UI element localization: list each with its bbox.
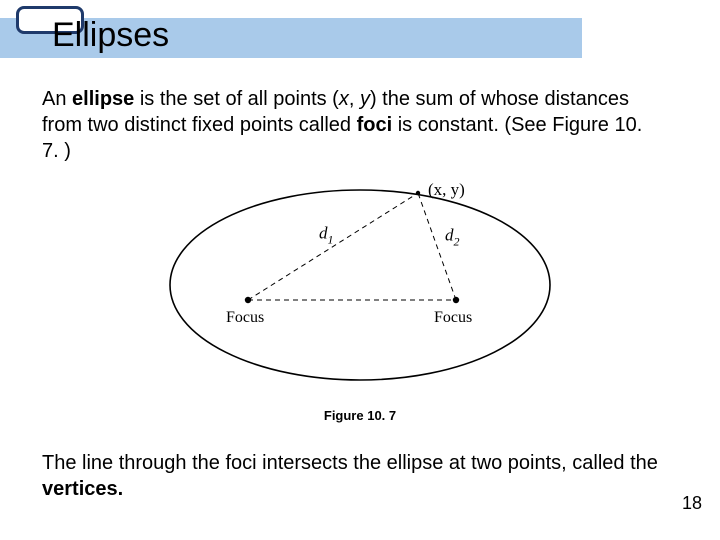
text-run: An	[42, 88, 72, 110]
text-run: is the set of all points (	[134, 88, 339, 110]
focus-right-label: Focus	[434, 309, 472, 326]
d1-line	[248, 193, 418, 300]
ellipse-outline	[170, 190, 550, 380]
text-run: The line through the foci intersects the…	[42, 452, 658, 474]
term-ellipse: ellipse	[72, 88, 134, 110]
focus-right-dot	[453, 297, 459, 303]
focus-left-dot	[245, 297, 251, 303]
d2-line	[418, 193, 456, 300]
var-x: x	[339, 88, 349, 110]
d2-label: d2	[445, 226, 460, 249]
page-number: 18	[682, 493, 702, 514]
ellipse-figure: (x, y) d1 d2 Focus Focus	[160, 180, 560, 395]
term-foci: foci	[357, 114, 393, 136]
text-run: ,	[349, 88, 360, 110]
point-xy-label: (x, y)	[428, 180, 465, 199]
d1-label: d1	[319, 224, 334, 247]
page-title: Ellipses	[52, 16, 169, 55]
point-xy-dot	[416, 191, 420, 195]
vertices-paragraph: The line through the foci intersects the…	[42, 450, 682, 502]
figure-caption: Figure 10. 7	[0, 408, 720, 423]
definition-paragraph: An ellipse is the set of all points (x, …	[42, 86, 662, 164]
ellipse-svg: (x, y) d1 d2 Focus Focus	[160, 180, 560, 390]
focus-left-label: Focus	[226, 309, 264, 326]
term-vertices: vertices.	[42, 478, 123, 500]
var-y: y	[360, 88, 370, 110]
